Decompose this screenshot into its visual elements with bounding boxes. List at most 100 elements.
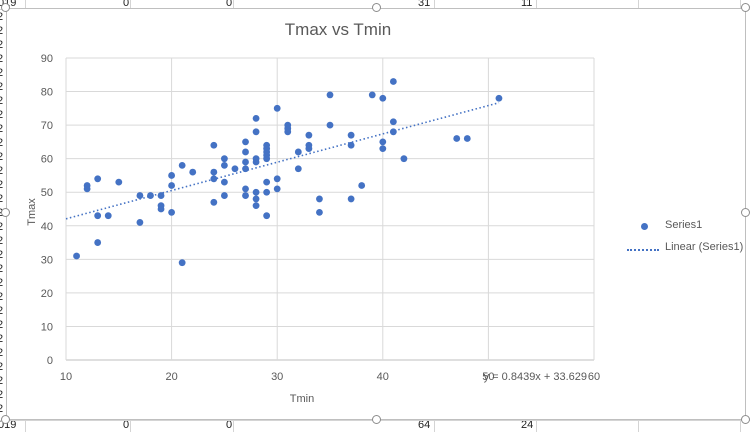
x-tick-label: 40 [377, 371, 389, 383]
cell[interactable]: 019 [0, 420, 17, 431]
data-point [347, 131, 355, 139]
data-point [73, 252, 80, 260]
y-tick-label: 10 [41, 321, 53, 333]
data-point [347, 141, 355, 149]
data-point [104, 212, 112, 220]
x-tick-label: 20 [165, 371, 177, 383]
data-point [168, 208, 176, 216]
data-point [305, 145, 313, 153]
row-edge-label: 2 [0, 25, 4, 37]
column-divider [25, 421, 26, 432]
data-point [263, 178, 271, 186]
data-point [242, 148, 249, 156]
resize-handle-top-right[interactable] [741, 3, 750, 12]
data-point [178, 259, 186, 267]
data-point [136, 219, 144, 226]
legend-marker-dot [641, 223, 648, 230]
data-point [94, 212, 102, 220]
data-point [379, 145, 387, 153]
legend-marker-trendline [627, 249, 659, 251]
cell[interactable]: 24 [521, 420, 534, 431]
resize-handle-top[interactable] [372, 3, 381, 12]
spreadsheet-row-edge: 22222222222222222222222222222 [0, 9, 6, 420]
column-divider [740, 421, 741, 432]
data-point [263, 188, 271, 196]
y-tick-label: 20 [41, 288, 53, 300]
data-point [326, 91, 334, 99]
row-edge-label: 2 [0, 193, 4, 205]
data-point [242, 138, 249, 146]
scatter-chart: Tmax vs Tmin 0 10 20 30 40 50 60 70 80 90 10 20 30 40 5… [26, 20, 600, 405]
row-edge-label: 2 [0, 137, 4, 149]
data-point [210, 175, 218, 183]
data-point [115, 178, 123, 186]
data-point [210, 168, 218, 176]
row-edge-label: 2 [0, 53, 4, 65]
data-point [157, 192, 165, 199]
data-point [273, 185, 281, 193]
column-divider [638, 421, 639, 432]
data-point [242, 158, 249, 166]
data-point [94, 175, 102, 183]
row-edge-label: 2 [0, 389, 4, 401]
row-edge-label: 2 [0, 39, 4, 51]
data-point [157, 205, 165, 213]
data-point [463, 135, 471, 142]
data-point [242, 192, 249, 199]
row-edge-label: 2 [0, 333, 4, 345]
resize-handle-right[interactable] [741, 208, 750, 217]
legend-label-series1: Series1 [665, 219, 703, 231]
data-point [83, 182, 91, 189]
row-edge-label: 2 [0, 361, 4, 373]
column-divider [536, 0, 537, 9]
data-point [231, 165, 239, 173]
data-point [294, 165, 302, 173]
resize-handle-bottom-left[interactable] [1, 415, 10, 424]
cell[interactable]: 0 [226, 0, 233, 9]
data-point [347, 195, 355, 203]
y-tick-label: 50 [41, 187, 53, 199]
resize-handle-top-left[interactable] [1, 3, 10, 12]
column-divider [536, 421, 537, 432]
data-point [379, 94, 387, 102]
cell[interactable]: 0 [226, 420, 233, 431]
resize-handle-bottom-right[interactable] [741, 415, 750, 424]
y-tick-label: 30 [41, 254, 53, 266]
data-point [221, 178, 228, 186]
legend-label-trendline: Linear (Series1) [665, 241, 744, 253]
y-tick-label: 90 [41, 53, 53, 65]
row-edge-label: 2 [0, 305, 4, 317]
resize-handle-bottom[interactable] [372, 415, 381, 424]
column-divider [233, 421, 234, 432]
cell[interactable]: 0 [123, 420, 130, 431]
data-point [168, 182, 176, 189]
cell[interactable]: 0 [123, 0, 130, 9]
row-edge-label: 2 [0, 67, 4, 79]
cell[interactable]: 11 [521, 0, 533, 9]
row-edge-label: 2 [0, 151, 4, 163]
data-point [252, 158, 260, 166]
row-edge-label: 2 [0, 347, 4, 359]
x-tick-label: 30 [271, 371, 283, 383]
data-point [147, 192, 154, 199]
x-tick-label: 60 [588, 371, 600, 383]
data-point [168, 172, 176, 179]
cell[interactable]: 31 [418, 0, 431, 9]
row-edge-label: 2 [0, 165, 4, 177]
column-divider [233, 0, 234, 9]
row-edge-label: 2 [0, 81, 4, 93]
data-point [389, 118, 397, 126]
data-point [389, 128, 397, 136]
data-point [316, 208, 323, 216]
data-point [400, 155, 408, 163]
data-point [252, 195, 260, 203]
data-point [273, 175, 281, 183]
cell[interactable]: 64 [418, 420, 431, 431]
chart-area[interactable]: Tmax vs Tmin 0 10 20 30 40 50 60 70 80 90 10 20 30 40 5… [6, 8, 746, 420]
column-divider [130, 421, 131, 432]
trendline-equation: y = 0.8439x + 33.629 [484, 371, 587, 383]
data-point [242, 165, 249, 173]
chart-title: Tmax vs Tmin [285, 20, 391, 39]
resize-handle-left[interactable] [1, 208, 10, 217]
data-point [221, 161, 228, 169]
